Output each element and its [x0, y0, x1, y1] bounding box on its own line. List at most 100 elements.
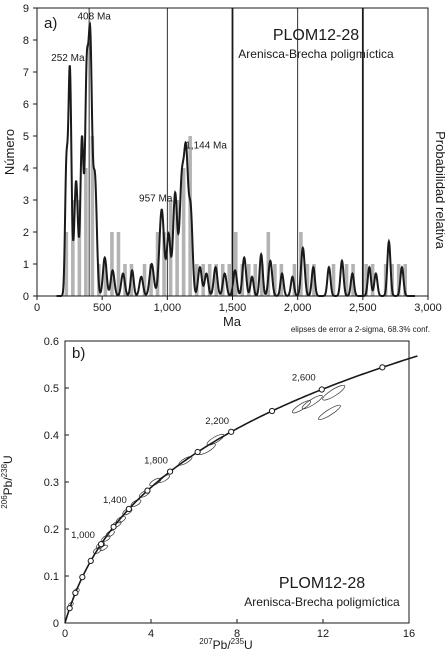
concordia-age-marker: [166, 468, 174, 475]
x-tick-label: 2,500: [349, 302, 377, 314]
y-tick-label: 4: [23, 163, 29, 175]
peak-age-label: 408 Ma: [77, 12, 111, 23]
error-ellipse-note: elipses de error a 2-sigma, 68.3% conf.: [291, 325, 430, 334]
histogram-bar: [90, 136, 95, 296]
concordia-curve: [64, 355, 418, 624]
histogram-bar: [312, 264, 316, 296]
y-tick-label: 6: [23, 99, 29, 111]
histogram-bar: [84, 168, 88, 296]
histogram-bar: [403, 264, 407, 296]
concordia-x-label: 207Pb/235U: [199, 637, 252, 652]
histogram-peak-labels: 252 Ma 408 Ma 957 Ma 1,144 Ma: [51, 12, 227, 205]
x-tick-label: 500: [93, 302, 111, 314]
concordia-y-label: 206Pb/238U: [0, 455, 15, 508]
histogram-bar: [364, 264, 368, 296]
histogram-y-label: Número: [2, 129, 17, 175]
concordia-age-label: 1,000: [71, 530, 95, 541]
x-tick-label: 2,000: [284, 302, 312, 314]
histogram-bar: [116, 232, 121, 296]
x-tick-label: 1,000: [154, 302, 182, 314]
concordia-age-marker: [87, 557, 94, 565]
histogram-bar: [110, 232, 114, 296]
error-ellipse: [301, 395, 323, 410]
histogram-bar: [162, 232, 166, 296]
concordia-x-axis: 0 4 8 12 16: [62, 619, 415, 640]
y-tick-label: 3: [23, 195, 29, 207]
histogram-subtitle: Arenisca-Brecha poligmíctica: [238, 47, 394, 61]
reference-age-lines: [88, 8, 364, 296]
histogram-bar: [344, 264, 349, 296]
histogram-bar: [175, 200, 179, 296]
concordia-age-marker: [318, 386, 325, 393]
error-ellipse: [92, 547, 102, 554]
concordia-age-marker: [72, 589, 79, 597]
concordia-age-labels: 1,000 1,400 1,800 2,200 2,600: [71, 373, 316, 542]
histogram-bar: [214, 264, 218, 296]
concordia-title: PLOM12-28: [279, 575, 365, 592]
histogram-bar: [77, 200, 82, 296]
concordia-age-label: 2,600: [292, 373, 316, 384]
histogram-x-axis: 0 500 1,000 1,500 2,000 2,500 3,000: [34, 296, 442, 314]
x-tick-label: 8: [234, 628, 240, 640]
concordia-age-marker: [66, 605, 73, 612]
histogram-bar: [181, 168, 186, 296]
histogram-bar: [273, 264, 277, 296]
histogram-bar: [227, 264, 232, 296]
y-tick-label: 8: [23, 35, 29, 47]
histogram-bar: [305, 264, 310, 296]
concordia-age-marker: [268, 407, 276, 415]
histogram-bar: [207, 264, 212, 296]
histogram-bar: [266, 232, 271, 296]
concordia-age-marker: [194, 448, 201, 456]
y-tick-label: 0: [23, 291, 29, 303]
y-tick-label: 7: [23, 67, 29, 79]
concordia-age-marker: [110, 523, 117, 530]
concordia-age-markers: [66, 364, 386, 612]
histogram-bar: [188, 136, 192, 296]
probability-density-curve: [56, 21, 415, 297]
error-ellipse: [322, 384, 346, 401]
concordia-age-marker: [144, 487, 151, 494]
y-tick-label: 1: [23, 259, 29, 271]
histogram-y2-label: Probabilidad relativa: [433, 131, 445, 250]
y-tick-label: 9: [23, 3, 29, 15]
x-tick-label: 0: [34, 302, 40, 314]
histogram-bar: [370, 264, 375, 296]
y-tick-label: 2: [23, 227, 29, 239]
histogram-bar: [260, 264, 264, 296]
error-ellipse: [318, 404, 341, 421]
histogram-bar: [71, 200, 75, 296]
histogram-title: PLOM12-28: [273, 27, 359, 44]
y-tick-label: 0.6: [44, 336, 59, 348]
histogram-bar: [142, 264, 147, 296]
concordia-y-axis: 0 0.1 0.2 0.3 0.4 0.5 0.6: [44, 336, 69, 630]
histogram-panel: 0 500 1,000 1,500 2,000 2,500 3,000 0 1 2 3 4 5 6 7 8 9…: [2, 3, 445, 329]
y-tick-label: 0.3: [44, 477, 59, 489]
histogram-bar: [194, 264, 199, 296]
x-tick-label: 16: [403, 628, 415, 640]
y-tick-label: 0: [53, 618, 59, 630]
histogram-x-label: Ma: [223, 314, 242, 329]
concordia-age-marker: [228, 428, 235, 435]
histogram-bar: [64, 232, 69, 296]
histogram-bar: [149, 264, 153, 296]
concordia-age-marker: [79, 574, 86, 581]
histogram-bar: [331, 264, 336, 296]
x-tick-label: 1,500: [219, 302, 247, 314]
peak-age-label: 957 Ma: [139, 194, 173, 205]
peak-age-label: 1,144 Ma: [185, 140, 227, 151]
concordia-subtitle: Arenisca-Brecha poligmíctica: [244, 595, 400, 609]
histogram-bar: [253, 264, 258, 296]
x-tick-label: 4: [148, 628, 154, 640]
y-tick-label: 0.1: [44, 571, 59, 583]
panel-label-a: a): [44, 15, 57, 32]
histogram-bar: [292, 264, 297, 296]
concordia-age-label: 1,800: [144, 456, 168, 467]
histogram-bar: [201, 264, 205, 296]
concordia-age-marker: [125, 505, 132, 513]
y-tick-label: 0.4: [44, 430, 59, 442]
y-tick-label: 0.5: [44, 383, 59, 395]
x-tick-label: 3,000: [414, 302, 442, 314]
peak-age-label: 252 Ma: [51, 53, 85, 64]
